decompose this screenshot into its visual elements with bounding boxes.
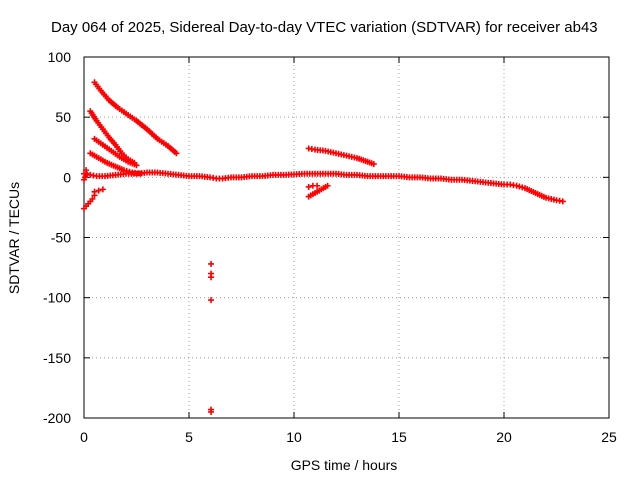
x-tick-labels: 0 5 10 15 20 25 — [80, 429, 617, 445]
x-tick-label: 25 — [601, 429, 617, 445]
data-point — [83, 167, 90, 174]
plot-frame — [83, 56, 610, 419]
outlier-point — [208, 297, 215, 304]
outlier-point — [208, 408, 215, 415]
x-axis-label: GPS time / hours — [291, 457, 398, 473]
data-point — [513, 182, 520, 189]
data-point — [370, 161, 377, 168]
x-tick-label: 5 — [185, 429, 193, 445]
y-tick-label: -50 — [51, 230, 71, 246]
data-point — [133, 162, 140, 169]
x-tick-label: 10 — [286, 429, 302, 445]
y-tick-label: -100 — [43, 290, 71, 306]
x-tick-label: 15 — [391, 429, 407, 445]
outlier-point — [208, 260, 215, 267]
grid — [84, 57, 609, 418]
data-point — [137, 170, 144, 177]
x-tick-label: 0 — [80, 429, 88, 445]
data-point — [324, 182, 331, 189]
outlier-point — [208, 274, 215, 281]
y-tick-label: 0 — [63, 169, 71, 185]
y-tick-label: -150 — [43, 350, 71, 366]
y-tick-labels: -200 -150 -100 -50 0 50 100 — [43, 49, 71, 426]
data-point — [559, 198, 566, 205]
x-tick-label: 20 — [496, 429, 512, 445]
y-tick-label: 100 — [48, 49, 72, 65]
data-point — [305, 183, 312, 190]
y-tick-label: -200 — [43, 410, 71, 426]
data-point — [173, 150, 180, 157]
chart-title: Day 064 of 2025, Sidereal Day-to-day VTE… — [51, 19, 598, 36]
axis-ticks — [83, 56, 610, 419]
y-tick-label: 50 — [55, 109, 71, 125]
data-point — [99, 186, 106, 193]
data-point — [82, 174, 89, 181]
data-point — [314, 182, 321, 189]
data-point — [89, 195, 96, 202]
data-point — [91, 188, 98, 195]
data-point — [95, 187, 102, 194]
y-axis-label: SDTVAR / TECUs — [6, 182, 22, 294]
data-points — [81, 79, 566, 415]
